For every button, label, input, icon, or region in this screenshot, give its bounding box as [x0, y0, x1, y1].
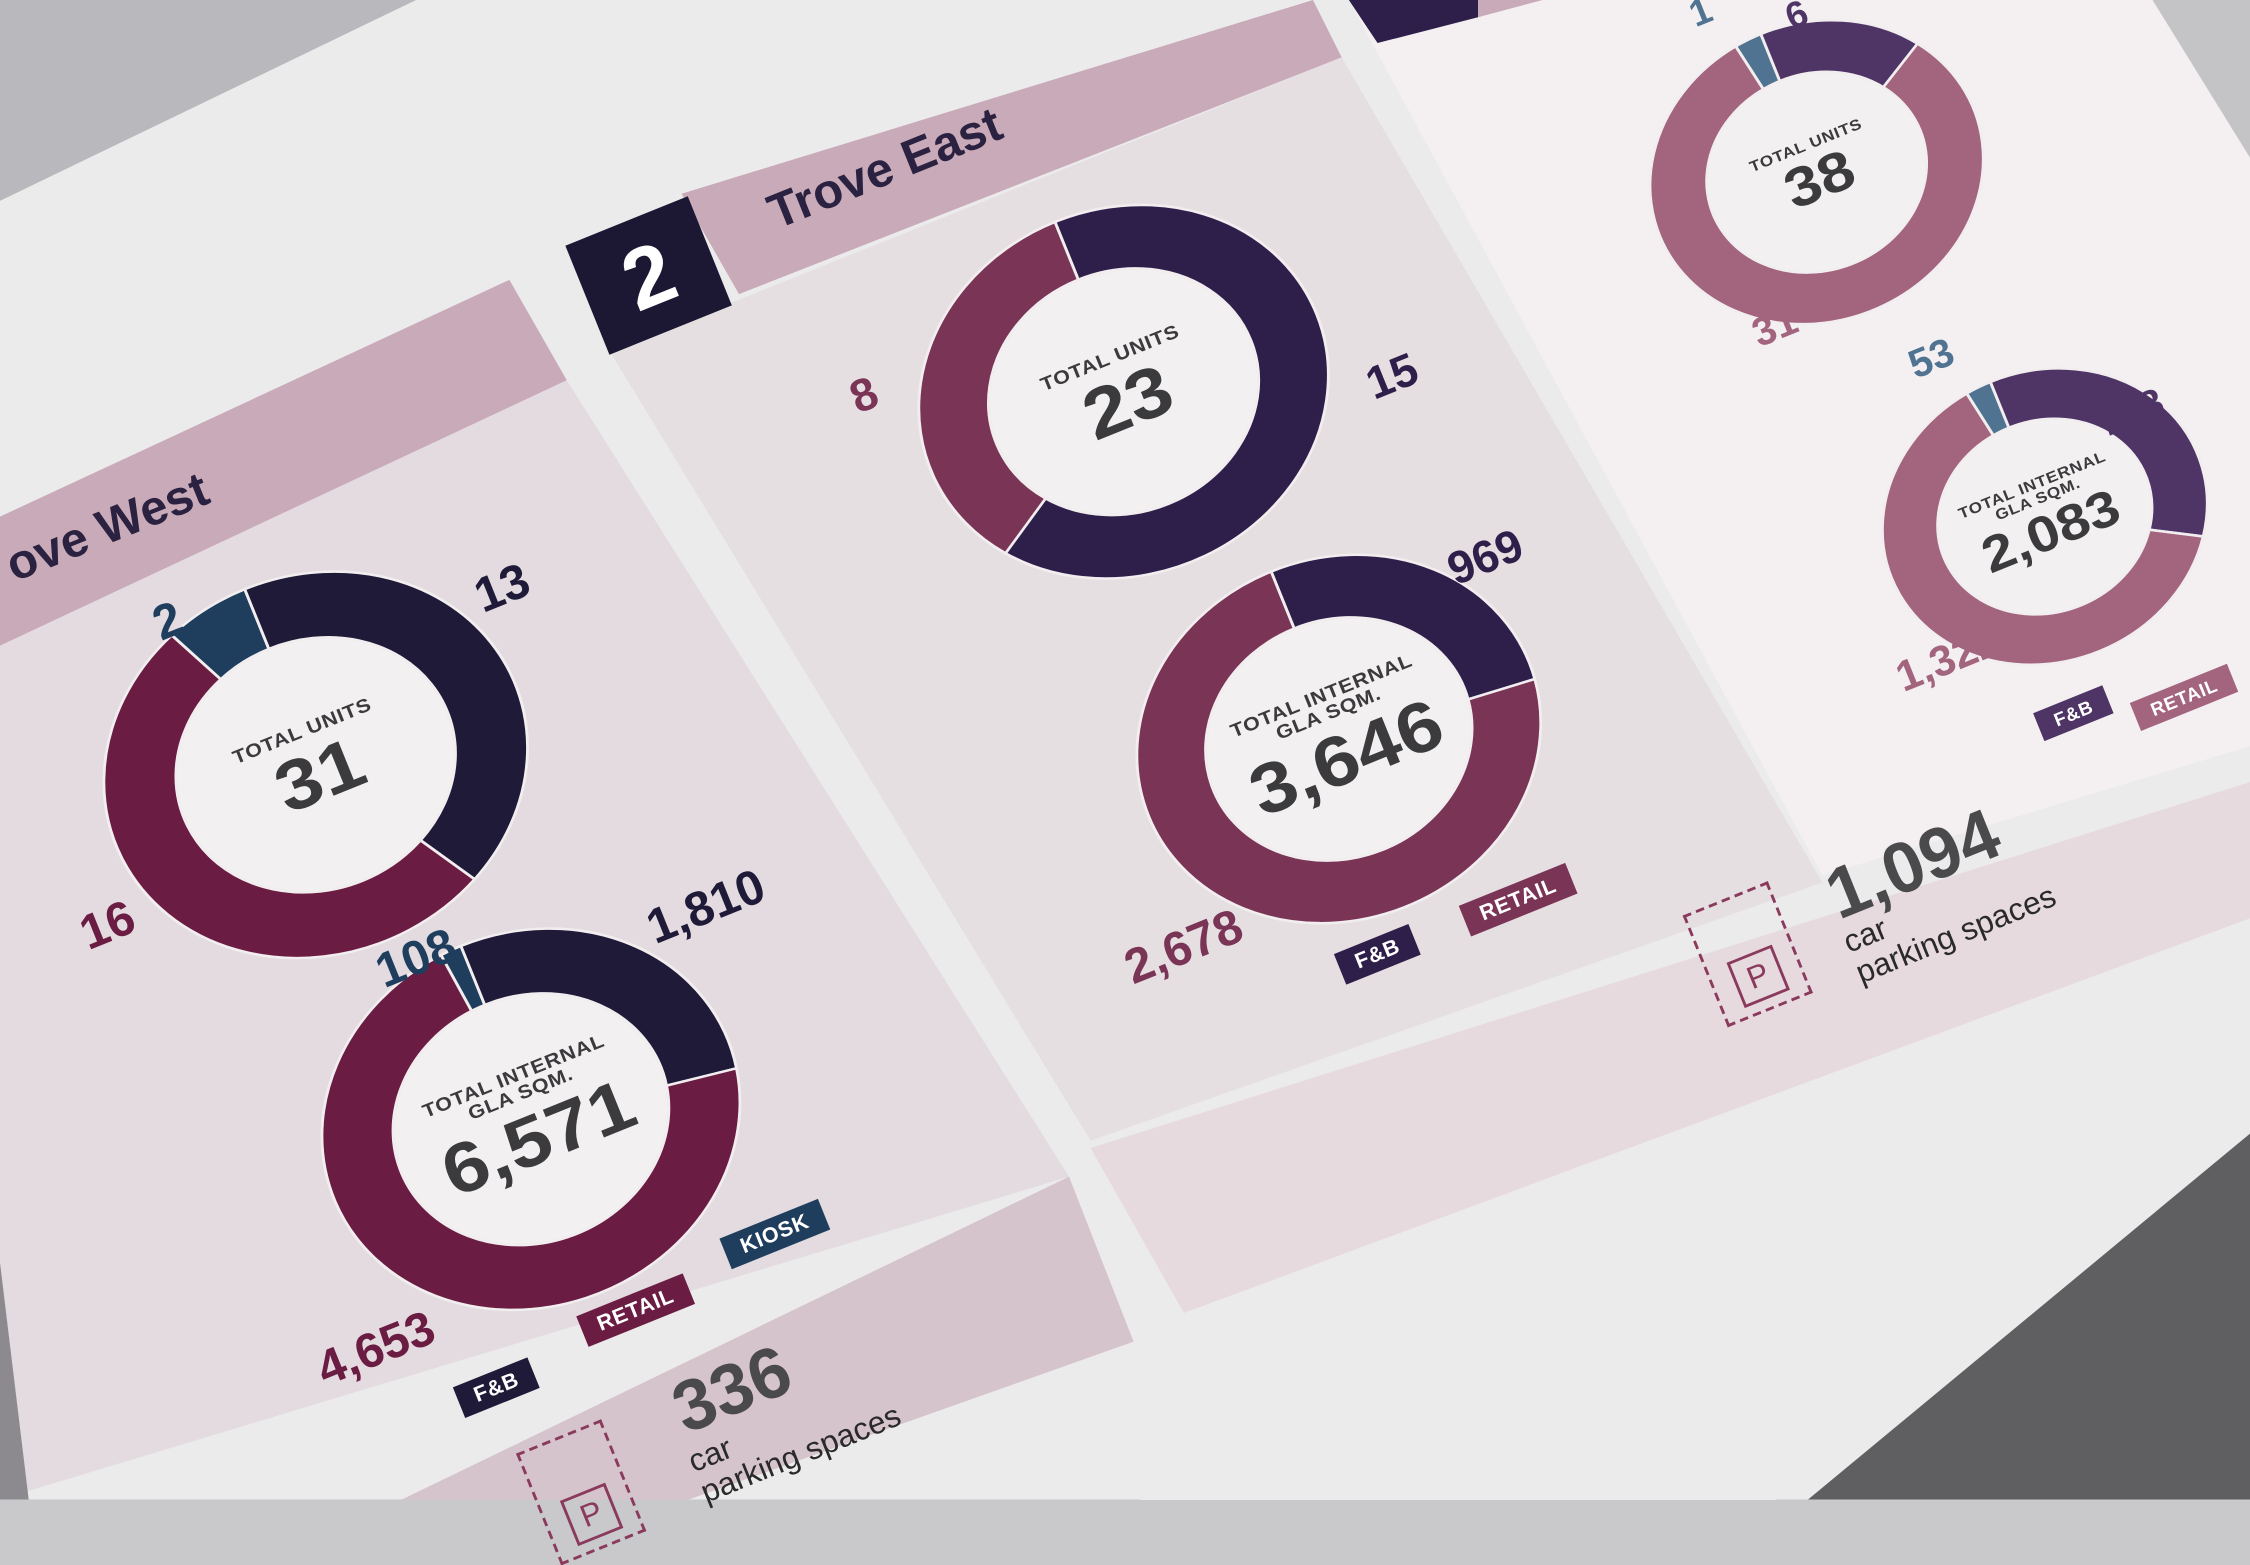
donut-segment-fb	[459, 927, 739, 1088]
donut-segment-retail	[320, 953, 742, 1312]
donut-svg	[917, 203, 1330, 580]
donut-hole	[1206, 618, 1471, 860]
donut-west-gla: TOTAL INTERNAL GLA SQM. 6,571	[260, 863, 801, 1376]
donut-hole	[1708, 73, 1926, 272]
p-icon: P	[1726, 944, 1790, 1009]
donut-svg	[1135, 553, 1543, 925]
donut-hole	[394, 994, 668, 1244]
donut-segment-retail	[1648, 41, 1985, 326]
donut-hole	[1939, 420, 2151, 614]
donut-west-units: TOTAL UNITS 31	[42, 505, 590, 1024]
donut-segment-fb	[1269, 553, 1537, 702]
donut-hole	[989, 269, 1258, 514]
donut-segment-retail	[1881, 391, 2205, 666]
donut-third-units: TOTAL UNITS 38	[1600, 0, 2033, 377]
donut-segment-fb	[242, 570, 529, 882]
donut-segment-retail	[1135, 569, 1543, 925]
donut-segment-fb	[1003, 203, 1330, 580]
donut-east-units: TOTAL UNITS 23	[858, 141, 1388, 643]
donut-svg	[1881, 367, 2209, 666]
donut-svg	[102, 570, 529, 960]
donut-third-gla: TOTAL INTERNAL GLA SQM. 2,083	[1834, 317, 2250, 717]
donut-segment-retail	[102, 633, 477, 960]
donut-svg	[320, 927, 742, 1312]
donut-segment-fb	[1988, 367, 2209, 538]
donut-hole	[177, 638, 455, 892]
donut-svg	[1648, 18, 1985, 326]
donut-segment-retail	[917, 220, 1081, 556]
donut-east-gla: TOTAL INTERNAL GLA SQM. 3,646	[1077, 491, 1600, 986]
